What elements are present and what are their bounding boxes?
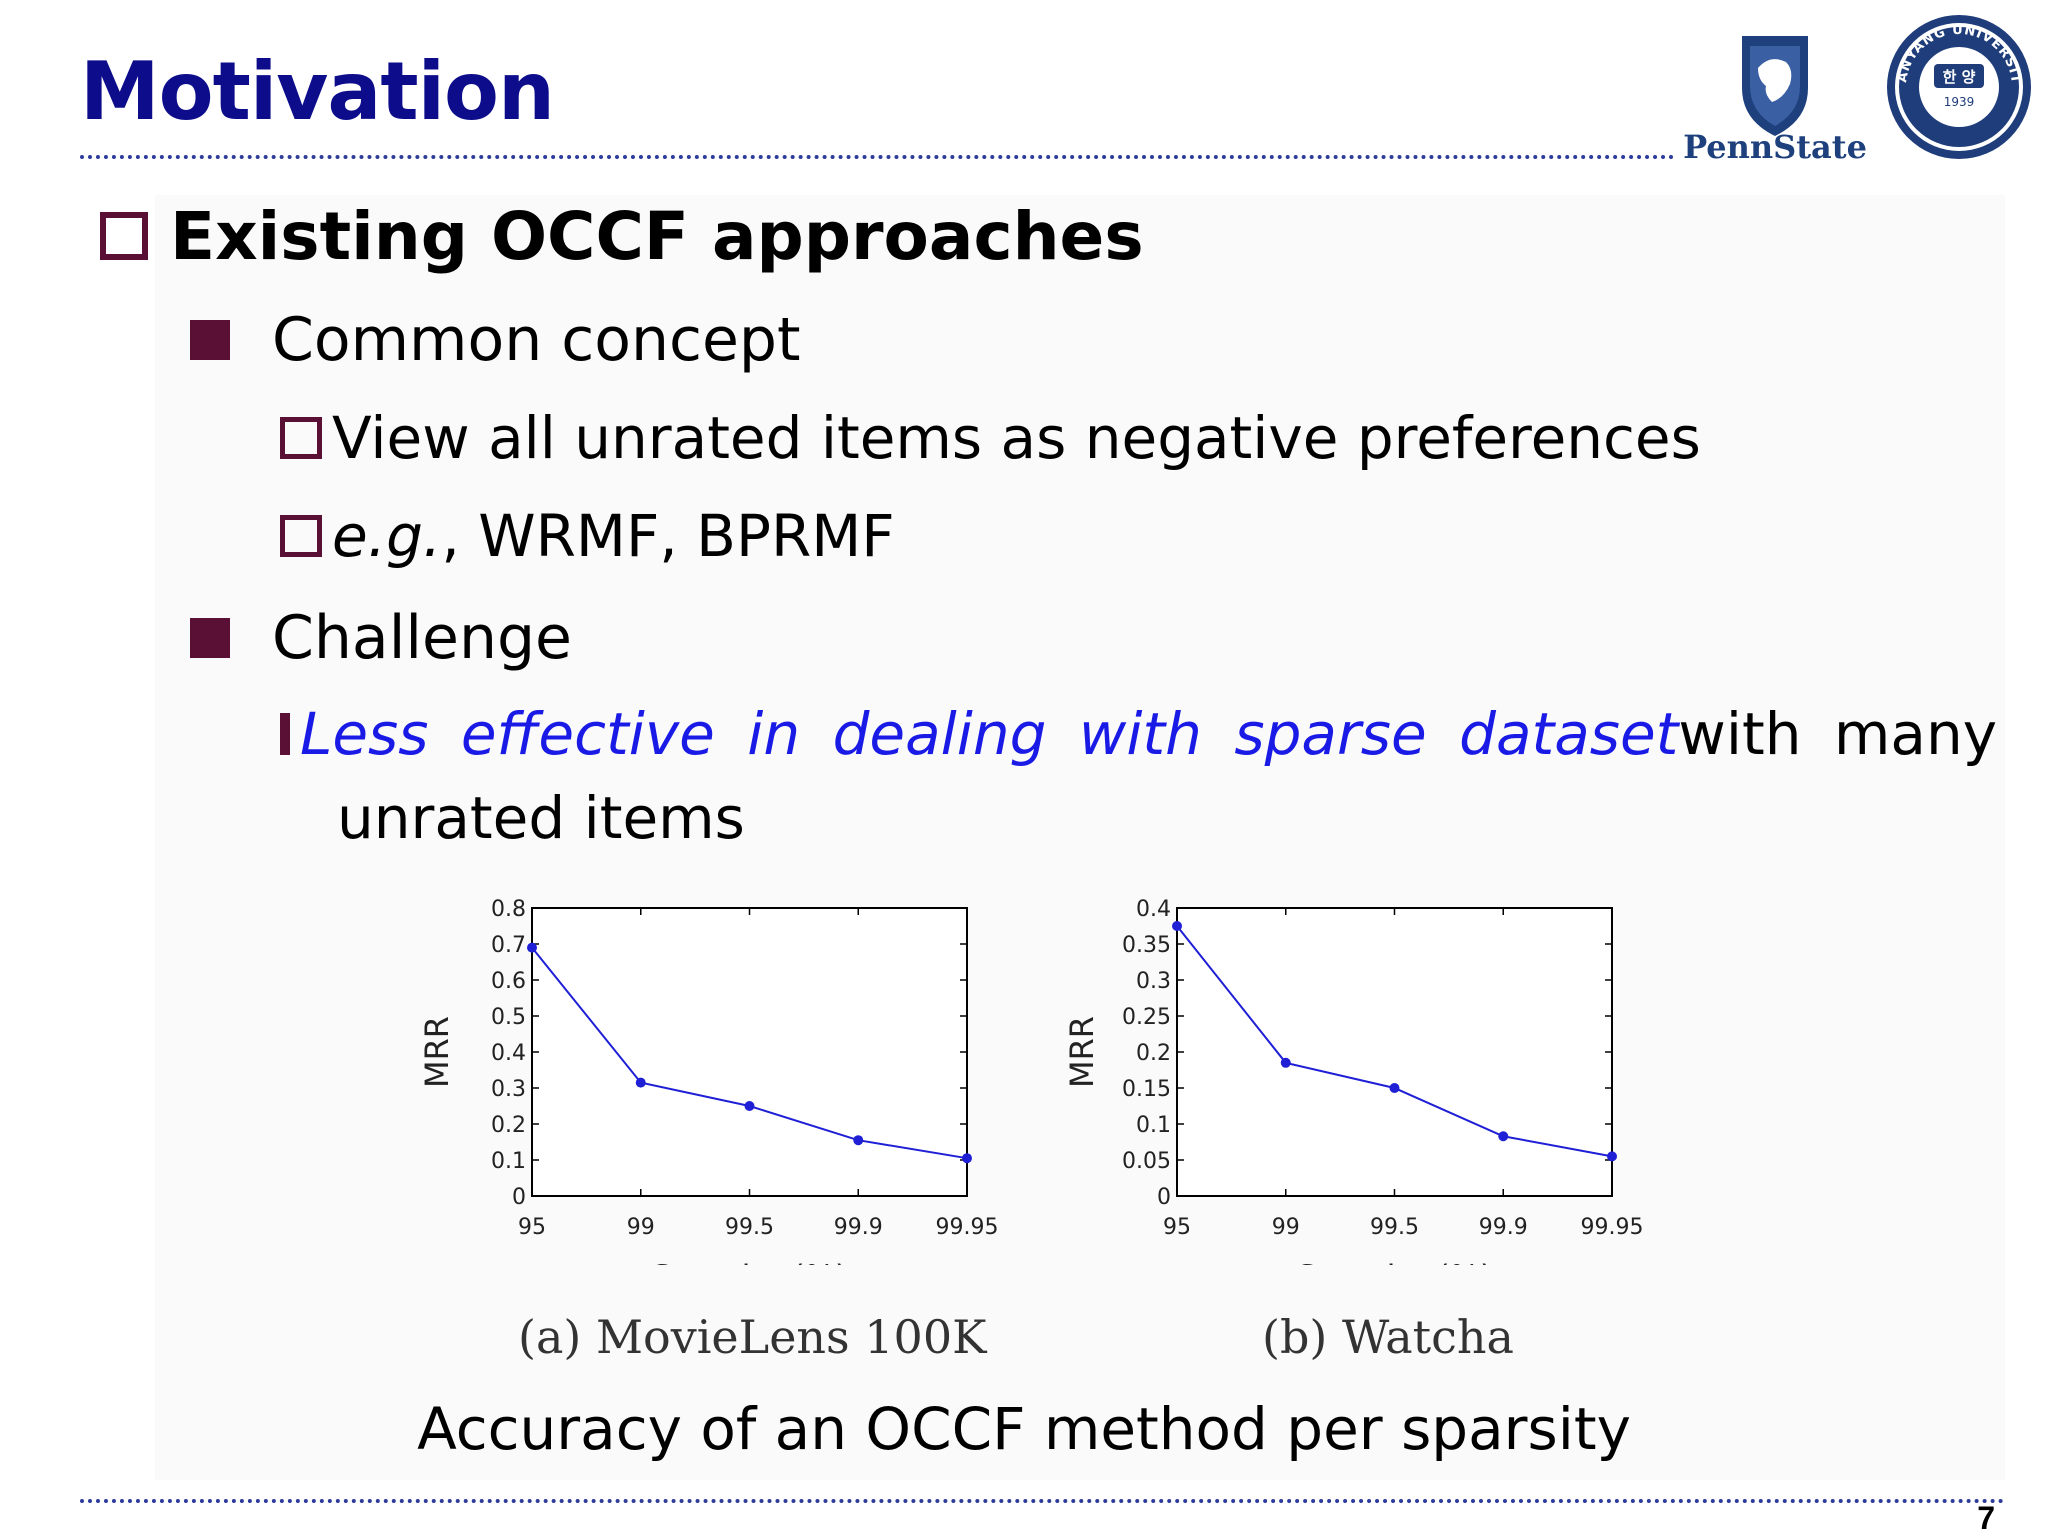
bullet-common: Common concept bbox=[190, 302, 801, 378]
footer-divider bbox=[80, 1499, 2005, 1503]
y-tick-label: 0.2 bbox=[491, 1113, 526, 1138]
x-tick-label: 95 bbox=[518, 1215, 546, 1240]
data-point bbox=[962, 1153, 972, 1164]
x-tick-label: 95 bbox=[1163, 1215, 1191, 1240]
bullet-common-1-text: View all unrated items as negative prefe… bbox=[332, 404, 1701, 472]
figure-caption: Accuracy of an OCCF method per sparsity bbox=[417, 1395, 1631, 1463]
y-axis-label: MRR bbox=[418, 1016, 456, 1088]
chart-watcha: 0 0.05 0.1 0.15 0.2 0.25 0.3 0.35 0.4 95 99 99.5 99.… bbox=[1063, 897, 1644, 1265]
challenge-rest: with many bbox=[1678, 700, 1998, 768]
plot-frame bbox=[531, 907, 968, 1197]
bullet-common-text: Common concept bbox=[272, 305, 801, 375]
x-tick-label: 99.95 bbox=[1581, 1215, 1644, 1240]
plot-frame bbox=[1176, 907, 1613, 1197]
pennstate-logo: PennState bbox=[1683, 36, 1867, 163]
y-tick-label: 0.35 bbox=[1122, 933, 1171, 958]
title-divider bbox=[80, 155, 1675, 159]
y-tick-label: 0.7 bbox=[491, 933, 526, 958]
y-tick-label: 0.05 bbox=[1122, 1149, 1171, 1174]
y-tick-label: 0.6 bbox=[491, 969, 526, 994]
bullet-common-2: e.g., WRMF, BPRMF bbox=[280, 498, 895, 574]
y-axis-label: MRR bbox=[1063, 1016, 1101, 1088]
x-axis-label: Sparsity (%) bbox=[1297, 1258, 1493, 1265]
chart-caption-a: (a) MovieLens 100K bbox=[518, 1310, 987, 1364]
y-tick-label: 0.15 bbox=[1122, 1077, 1171, 1102]
data-point bbox=[1389, 1083, 1400, 1093]
y-tick-label: 0.1 bbox=[491, 1149, 526, 1174]
chart-caption-b: (b) Watcha bbox=[1262, 1310, 1514, 1364]
y-tick-label: 0.5 bbox=[491, 1005, 526, 1030]
data-point bbox=[635, 1077, 646, 1088]
y-tick-label: 0 bbox=[512, 1185, 526, 1210]
y-tick-label: 0.3 bbox=[1136, 969, 1171, 994]
x-tick-label: 99.5 bbox=[725, 1215, 774, 1240]
y-tick-label: 0.4 bbox=[491, 1041, 526, 1066]
challenge-continuation: unrated items bbox=[337, 784, 745, 852]
page-number: 7 bbox=[1977, 1500, 1995, 1536]
hollow-square-icon bbox=[280, 713, 290, 755]
x-tick-label: 99.9 bbox=[834, 1215, 883, 1240]
pennstate-text: PennState bbox=[1683, 128, 1867, 163]
data-point bbox=[1498, 1131, 1509, 1142]
y-tick-label: 0.4 bbox=[1136, 897, 1171, 922]
bullet-challenge-1: Less effective in dealing with sparse da… bbox=[280, 696, 1997, 772]
filled-square-icon bbox=[190, 618, 230, 658]
y-tick-label: 0.2 bbox=[1136, 1041, 1171, 1066]
hanyang-year: 1939 bbox=[1944, 95, 1975, 109]
y-tick-label: 0.3 bbox=[491, 1077, 526, 1102]
slide-title: Motivation bbox=[80, 45, 555, 138]
x-tick-label: 99 bbox=[627, 1215, 655, 1240]
eg-italic: e.g. bbox=[332, 502, 442, 570]
x-tick-label: 99.95 bbox=[936, 1215, 999, 1240]
filled-square-icon bbox=[190, 320, 230, 360]
data-point bbox=[527, 942, 537, 953]
content-area bbox=[155, 195, 2005, 1480]
challenge-emphasis: Less effective in dealing with sparse da… bbox=[300, 700, 1679, 768]
hanyang-center-text: 한 양 bbox=[1943, 68, 1976, 86]
x-tick-label: 99 bbox=[1272, 1215, 1300, 1240]
data-point bbox=[853, 1135, 864, 1146]
data-point bbox=[744, 1101, 755, 1111]
y-tick-label: 0.8 bbox=[491, 897, 526, 922]
y-tick-label: 0.1 bbox=[1136, 1113, 1171, 1138]
hollow-square-icon bbox=[280, 515, 322, 557]
x-tick-label: 99.5 bbox=[1370, 1215, 1419, 1240]
bullet-challenge: Challenge bbox=[190, 600, 572, 676]
data-point bbox=[1280, 1057, 1291, 1068]
y-tick-label: 0.25 bbox=[1122, 1005, 1171, 1030]
hollow-square-icon bbox=[280, 417, 322, 459]
data-point bbox=[1172, 921, 1182, 931]
data-point bbox=[1607, 1151, 1617, 1162]
bullet-challenge-text: Challenge bbox=[272, 603, 572, 673]
chart-movielens: 0 0.1 0.2 0.3 0.4 0.5 0.6 0.7 0.8 95 99 99.5 99.9 99.… bbox=[418, 897, 999, 1265]
bullet-level1-text: Existing OCCF approaches bbox=[170, 197, 1144, 275]
bullet-common-2-text: , WRMF, BPRMF bbox=[441, 502, 895, 570]
hollow-square-icon bbox=[100, 212, 148, 260]
bullet-common-1: View all unrated items as negative prefe… bbox=[280, 400, 1701, 476]
bullet-level1: Existing OCCF approaches bbox=[100, 196, 1144, 276]
y-tick-label: 0 bbox=[1157, 1185, 1171, 1210]
x-axis-label: Sparsity (%) bbox=[652, 1258, 848, 1265]
hanyang-seal: HANYANG UNIVERSITY 한 양 1939 bbox=[1884, 12, 2031, 159]
x-tick-label: 99.9 bbox=[1479, 1215, 1528, 1240]
